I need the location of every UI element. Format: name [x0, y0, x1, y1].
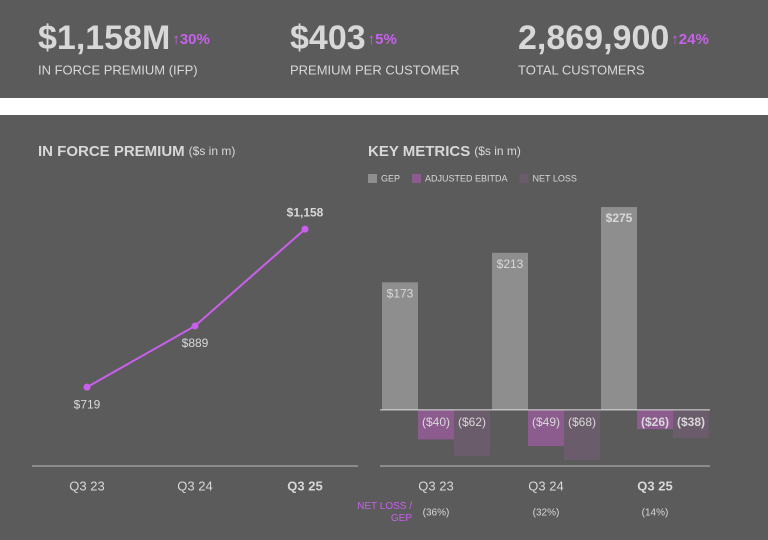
kpi-value: $403 — [290, 19, 366, 57]
line — [86, 228, 306, 389]
bar — [673, 409, 709, 438]
kpi-value-line: $1,158M ↑30% — [38, 19, 210, 57]
value-label: $213 — [497, 257, 524, 271]
value-label: $889 — [182, 336, 209, 350]
kpi-change: ↑5% — [368, 31, 397, 48]
value-label: ($49) — [532, 415, 560, 429]
chart-subtitle: ($s in m) — [474, 144, 521, 158]
point — [191, 322, 199, 330]
bar — [382, 282, 418, 410]
chart-title: IN FORCE PREMIUM — [38, 143, 185, 160]
x-tick-label: Q3 25 — [287, 478, 322, 493]
chart-title-line: IN FORCE PREMIUM ($s in m) — [38, 143, 235, 160]
kpi-value-line: $403 ↑5% — [290, 19, 397, 57]
x-tick-label: Q3 24 — [528, 478, 563, 493]
kpi-label: PREMIUM PER CUSTOMER — [290, 62, 460, 77]
divider — [0, 98, 768, 115]
point — [83, 383, 91, 391]
x-tick-label: Q3 23 — [418, 478, 453, 493]
bar — [418, 409, 454, 440]
point — [301, 225, 309, 233]
kpi-value: $1,158M — [38, 19, 170, 57]
value-label: ($38) — [677, 415, 705, 429]
bar — [492, 252, 528, 410]
bar — [454, 409, 490, 456]
value-label: $1,158 — [287, 205, 324, 219]
legend-label: NET LOSS — [533, 173, 577, 183]
x-tick-label: Q3 25 — [637, 478, 672, 493]
kpi-value-line: 2,869,900 ↑24% — [518, 19, 709, 57]
bar — [601, 207, 637, 410]
chart-subtitle: ($s in m) — [189, 144, 236, 158]
legend-label: ADJUSTED EBITDA — [425, 173, 508, 183]
legend-swatch — [519, 174, 529, 183]
legend-swatch — [368, 174, 377, 183]
x-tick-label: Q3 23 — [69, 478, 104, 493]
legend-label: GEP — [381, 173, 400, 183]
kpi-change: ↑24% — [671, 31, 709, 48]
value-label: ($68) — [568, 415, 596, 429]
ratio-value: (36%) — [423, 508, 450, 519]
ratio-value: (14%) — [642, 508, 669, 519]
x-tick-label: Q3 24 — [177, 478, 212, 493]
kpi-value: 2,869,900 — [518, 19, 669, 57]
bar — [637, 409, 673, 430]
value-label: ($62) — [458, 415, 486, 429]
ratio-label: NET LOSS / GEP — [357, 501, 412, 524]
legend-swatch — [412, 174, 422, 183]
chart-title-line: KEY METRICS ($s in m) — [368, 143, 521, 160]
chart-title: KEY METRICS — [368, 143, 470, 160]
value-label: ($40) — [422, 415, 450, 429]
value-label: $275 — [606, 211, 633, 225]
kpi-change: ↑30% — [172, 31, 210, 48]
bar — [564, 409, 600, 461]
bar — [528, 409, 564, 447]
value-label: $173 — [387, 286, 414, 300]
kpi-label: IN FORCE PREMIUM (IFP) — [38, 62, 198, 77]
kpi-label: TOTAL CUSTOMERS — [518, 62, 645, 77]
value-label: ($26) — [641, 415, 669, 429]
ratio-value: (32%) — [533, 508, 560, 519]
value-label: $719 — [74, 397, 101, 411]
